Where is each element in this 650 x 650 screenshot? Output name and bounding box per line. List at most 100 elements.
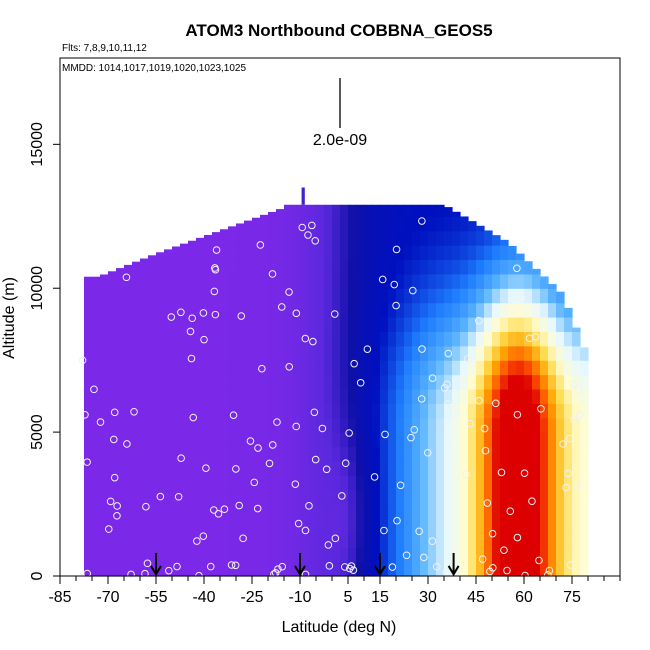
heat-cell: [220, 489, 229, 505]
data-point: [304, 231, 312, 239]
heat-cell: [412, 432, 421, 448]
data-point: [475, 316, 483, 325]
heat-cell: [340, 317, 349, 332]
heat-cell: [348, 360, 357, 376]
heat-cell: [356, 475, 365, 491]
heat-cell: [356, 518, 365, 534]
heat-cell: [252, 561, 261, 577]
heat-cell: [180, 489, 189, 505]
heat-cell: [484, 460, 493, 476]
heat-cell: [532, 331, 541, 347]
heat-cell: [140, 561, 149, 577]
heat-cell: [100, 460, 109, 476]
heat-cell: [484, 259, 493, 275]
heat-cell: [364, 245, 373, 261]
heat-cell: [332, 403, 341, 419]
heat-cell: [428, 403, 437, 419]
heat-cell: [196, 374, 205, 390]
heat-cell: [276, 374, 285, 390]
heat-cell: [132, 561, 141, 577]
heat-cell: [196, 259, 205, 275]
heat-cell: [460, 432, 469, 448]
heat-cell: [188, 259, 197, 275]
heat-cell: [316, 204, 325, 217]
heat-cell: [212, 532, 221, 548]
heat-cell: [164, 532, 173, 548]
data-point: [418, 345, 426, 353]
heat-cell: [204, 317, 213, 332]
heat-cell: [364, 360, 373, 376]
heat-cell: [164, 518, 173, 534]
flight-arrow-head: [294, 565, 306, 577]
heat-cell: [340, 216, 349, 232]
data-point: [340, 563, 349, 571]
heat-cell: [452, 532, 461, 548]
heat-cell: [404, 475, 413, 491]
heat-cell: [444, 446, 453, 462]
heat-cell: [460, 475, 469, 491]
heat-cell: [484, 360, 493, 376]
heat-cell: [476, 561, 485, 577]
heat-cell: [220, 417, 229, 433]
heat-cell: [228, 317, 237, 332]
heat-cell: [324, 259, 333, 275]
heat-cell: [124, 331, 133, 347]
heat-cell: [332, 331, 341, 347]
flight-arrows: [150, 552, 460, 577]
data-point: [90, 385, 98, 394]
heat-cell: [116, 273, 125, 289]
heat-cell: [372, 374, 381, 390]
heat-cell: [340, 403, 349, 419]
heat-cell: [108, 532, 117, 548]
data-point: [489, 564, 497, 572]
heat-cell: [140, 288, 149, 304]
heat-cell: [436, 403, 445, 419]
heat-cell: [260, 216, 269, 232]
heat-cell: [428, 417, 437, 433]
heat-cell: [140, 317, 149, 332]
heat-cell: [268, 216, 277, 232]
heat-cell: [412, 417, 421, 433]
heat-cell: [228, 403, 237, 419]
heat-cell: [412, 345, 421, 361]
data-point: [418, 217, 426, 225]
heat-cell: [188, 532, 197, 548]
heat-cell: [580, 388, 589, 404]
heat-cell: [476, 532, 485, 548]
heat-cell: [172, 374, 181, 390]
heat-cell: [236, 518, 245, 534]
heat-cell: [284, 446, 293, 462]
heat-cell: [308, 302, 317, 318]
heat-cell: [92, 432, 101, 448]
heat-cell: [92, 446, 101, 462]
heat-cell: [580, 475, 589, 491]
heat-cell: [572, 489, 581, 505]
heat-cell: [84, 460, 93, 476]
heat-cell: [452, 460, 461, 476]
heat-cell: [452, 475, 461, 491]
heat-cell: [316, 403, 325, 419]
heat-cell: [532, 489, 541, 505]
heat-cell: [324, 403, 333, 419]
heat-cell: [516, 388, 525, 404]
heat-cell: [140, 547, 149, 563]
heat-cell: [252, 302, 261, 318]
heat-cell: [396, 460, 405, 476]
heat-cell: [132, 317, 141, 332]
heat-cell: [444, 302, 453, 318]
heat-cell: [252, 317, 261, 332]
heat-cell: [284, 216, 293, 232]
heat-cell: [204, 245, 213, 261]
heat-cell: [292, 204, 301, 217]
heat-cell: [196, 317, 205, 332]
heat-cell: [212, 288, 221, 304]
heat-cell: [428, 230, 437, 246]
heat-cell: [500, 504, 509, 520]
heat-cell: [308, 245, 317, 261]
heat-cell: [116, 417, 125, 433]
heat-cell: [484, 345, 493, 361]
heat-cell: [172, 561, 181, 577]
data-point: [212, 246, 221, 254]
heat-cell: [524, 317, 533, 332]
heat-cell: [500, 239, 509, 246]
